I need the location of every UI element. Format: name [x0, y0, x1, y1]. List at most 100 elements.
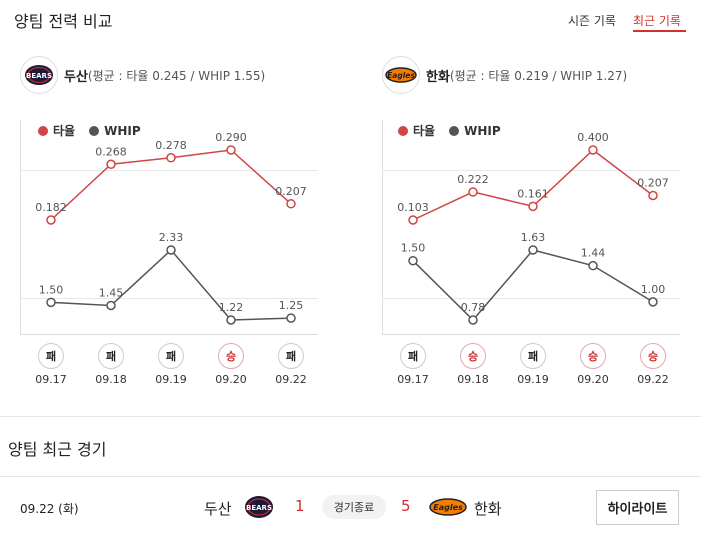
- avg-point[interactable]: [648, 190, 658, 201]
- game-status-badge: 경기종료: [322, 495, 386, 519]
- result-badge: 패: [520, 343, 546, 369]
- avg-point[interactable]: [588, 145, 598, 155]
- whip-data-label: 2.33: [159, 231, 184, 244]
- whip-series-line: [412, 249, 654, 322]
- result-badge: 패: [98, 343, 124, 369]
- legend-whip-label: WHIP: [464, 123, 501, 138]
- away-team-name: 한화: [474, 500, 502, 518]
- whip-point[interactable]: [226, 315, 236, 325]
- chart-doosan: 0.182 0.268 0.278 0.290 0.207 1.50 1.45 2.33 1.2…: [20, 120, 318, 336]
- legend-whip-label: WHIP: [104, 123, 141, 138]
- avg-data-label: 0.278: [155, 139, 187, 152]
- svg-text:BEARS: BEARS: [246, 504, 272, 512]
- avg-legend-dot: [38, 125, 48, 136]
- home-score: 1: [295, 497, 305, 515]
- home-team-name: 두산: [204, 500, 232, 518]
- whip-data-label: 1.44: [581, 247, 606, 260]
- away-score: 5: [401, 497, 411, 515]
- whip-point[interactable]: [588, 260, 598, 271]
- section-divider: [0, 416, 701, 417]
- result-badge: 승: [218, 343, 244, 369]
- team-average-stats: (평균 : 타율 0.245 / WHIP 1.55): [87, 68, 266, 83]
- avg-data-label: 0.222: [457, 173, 489, 186]
- result-badge: 패: [278, 343, 304, 369]
- avg-point[interactable]: [528, 201, 538, 212]
- whip-point[interactable]: [528, 245, 538, 255]
- page-title: 양팀 전력 비교: [14, 12, 113, 31]
- game-date-label: 09.17: [397, 373, 429, 386]
- avg-data-label: 0.400: [577, 131, 609, 144]
- team-name: 두산: [64, 69, 88, 85]
- chart-hanwha: 0.103 0.222 0.161 0.400 0.207 1.50 0.78 1.63 1.4…: [382, 120, 680, 336]
- whip-data-label: 1.50: [39, 283, 64, 296]
- avg-data-label: 0.268: [95, 145, 127, 158]
- chart-legend: 타율 WHIP: [398, 122, 501, 139]
- whip-legend-dot: [89, 125, 100, 136]
- whip-series-line: [50, 248, 292, 321]
- avg-point[interactable]: [408, 215, 418, 225]
- avg-data-label: 0.103: [397, 201, 429, 214]
- whip-point[interactable]: [408, 255, 418, 266]
- team-average-stats: (평균 : 타율 0.219 / WHIP 1.27): [449, 68, 628, 83]
- svg-text:Eagles: Eagles: [433, 503, 463, 512]
- game-date-label: 09.19: [155, 373, 187, 386]
- result-badge: 패: [400, 343, 426, 369]
- whip-data-label: 1.50: [401, 242, 426, 255]
- avg-point[interactable]: [286, 199, 296, 209]
- whip-data-label: 1.63: [521, 231, 546, 244]
- row-divider: [0, 476, 701, 477]
- chart-legend: 타율 WHIP: [38, 122, 141, 139]
- whip-data-label: 1.25: [279, 299, 304, 312]
- tab-season-record[interactable]: 시즌 기록: [568, 14, 616, 28]
- tab-recent-record[interactable]: 최근 기록: [633, 14, 681, 28]
- game-date-label: 09.20: [215, 373, 247, 386]
- eagles-logo-icon: Eagles: [428, 493, 468, 525]
- avg-data-label: 0.290: [215, 131, 247, 144]
- whip-point[interactable]: [648, 297, 658, 307]
- whip-point[interactable]: [106, 300, 116, 311]
- avg-point[interactable]: [46, 215, 56, 225]
- whip-data-label: 0.78: [461, 301, 486, 314]
- whip-point[interactable]: [46, 297, 56, 308]
- game-row: 09.22 (화) 두산 BEARS 1 경기종료 5 Eagles 한화 하이…: [0, 477, 701, 539]
- whip-legend-dot: [449, 125, 460, 136]
- game-date-label: 09.20: [577, 373, 609, 386]
- avg-point[interactable]: [226, 145, 236, 155]
- result-badge: 승: [460, 343, 486, 369]
- game-date-label: 09.19: [517, 373, 549, 386]
- eagles-logo-icon: Eagles: [382, 56, 420, 94]
- result-badge: 패: [158, 343, 184, 369]
- line-chart-hanwha: 0.103 0.222 0.161 0.400 0.207 1.50 0.78 1.63 1.4…: [382, 120, 680, 335]
- bears-logo-icon: BEARS: [20, 56, 58, 94]
- team-header-doosan: BEARS 두산 (평균 : 타율 0.245 / WHIP 1.55): [20, 56, 265, 94]
- whip-point[interactable]: [286, 313, 296, 323]
- avg-point[interactable]: [166, 153, 176, 163]
- game-date-label: 09.22: [637, 373, 669, 386]
- whip-data-label: 1.00: [641, 283, 666, 296]
- game-date: 09.22 (화): [20, 502, 79, 516]
- game-date-label: 09.17: [35, 373, 67, 386]
- avg-data-label: 0.207: [637, 176, 669, 189]
- avg-data-label: 0.161: [517, 187, 549, 200]
- avg-point[interactable]: [468, 187, 478, 197]
- game-date-label: 09.18: [457, 373, 489, 386]
- game-date-label: 09.22: [275, 373, 307, 386]
- whip-point[interactable]: [166, 245, 176, 255]
- bears-logo-icon: BEARS: [243, 493, 275, 525]
- recent-games-title: 양팀 최근 경기: [8, 440, 107, 459]
- avg-legend-dot: [398, 125, 408, 136]
- avg-point[interactable]: [106, 159, 116, 170]
- result-badge: 패: [38, 343, 64, 369]
- team-name: 한화: [426, 69, 450, 85]
- active-tab-underline: [633, 30, 686, 32]
- game-date-label: 09.18: [95, 373, 127, 386]
- svg-text:Eagles: Eagles: [387, 71, 415, 80]
- whip-point[interactable]: [468, 315, 478, 325]
- result-badge: 승: [580, 343, 606, 369]
- legend-avg-label: 타율: [53, 124, 76, 138]
- avg-data-label: 0.207: [275, 185, 307, 198]
- highlight-button[interactable]: 하이라이트: [596, 490, 679, 525]
- result-badge: 승: [640, 343, 666, 369]
- whip-data-label: 1.45: [99, 286, 124, 299]
- avg-data-label: 0.182: [35, 201, 67, 214]
